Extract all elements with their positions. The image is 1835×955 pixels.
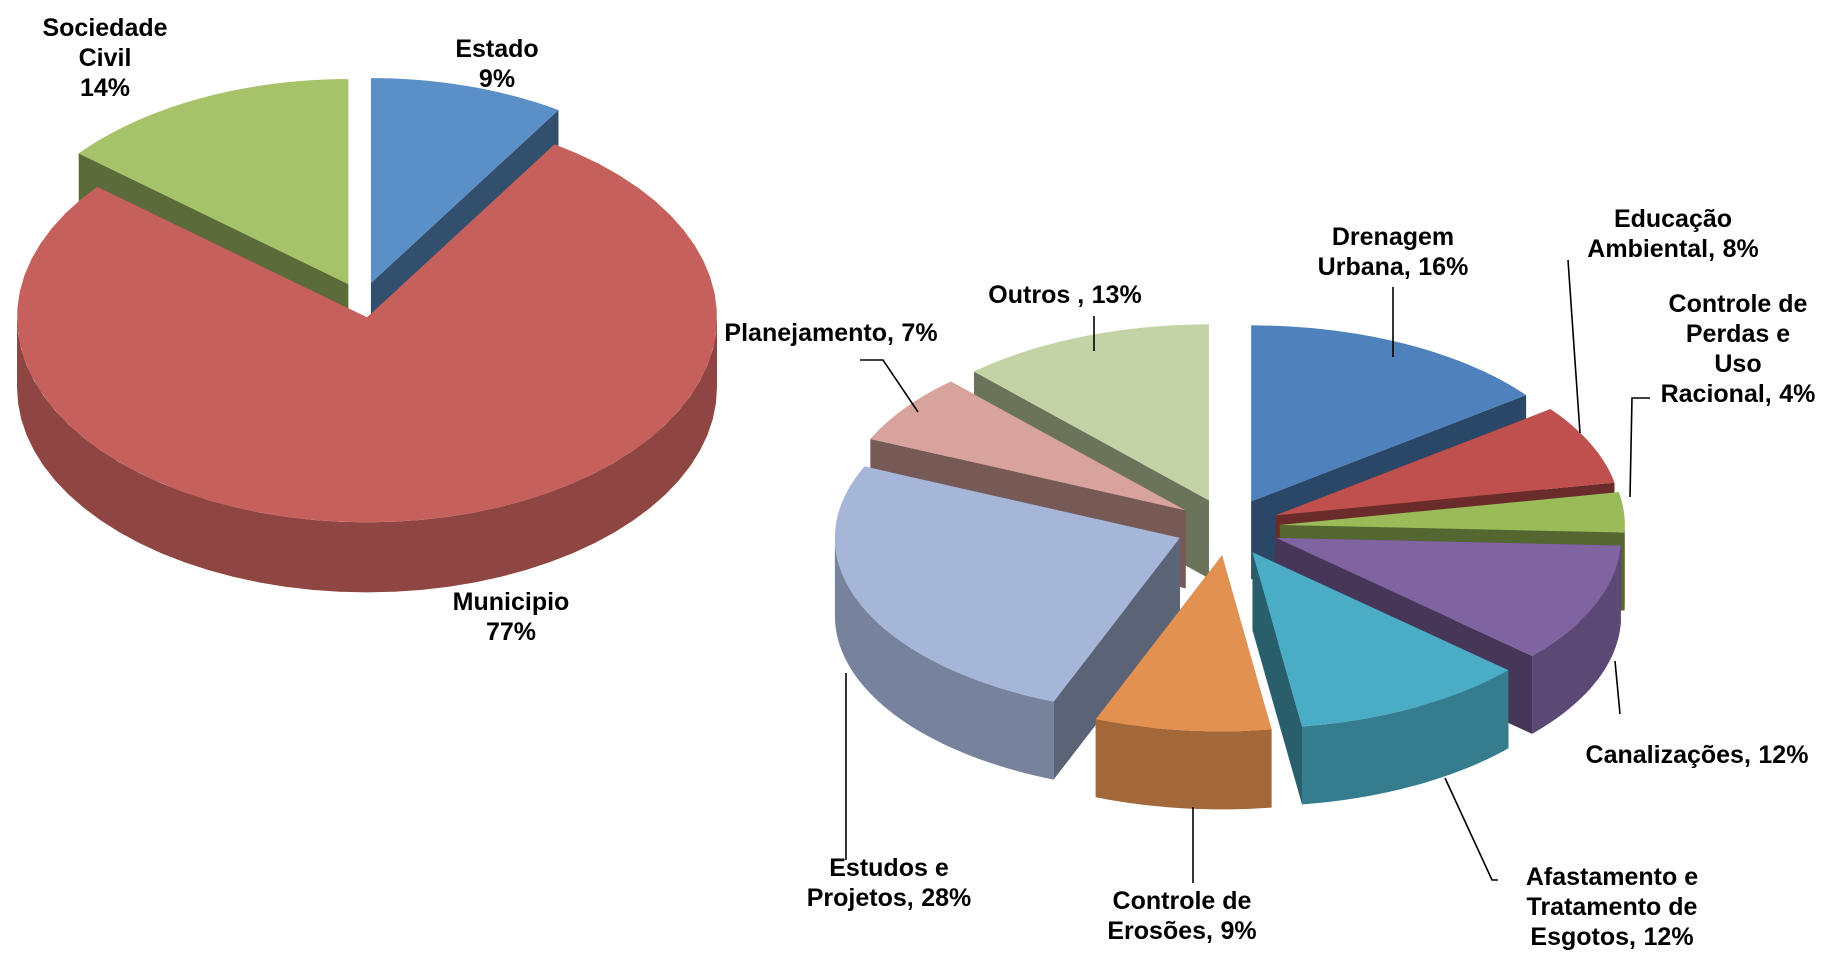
- slice-label: Estado 9%: [455, 34, 538, 94]
- category-label: Sociedade Civil: [42, 14, 168, 72]
- category-label: Controle de Erosões,: [1107, 887, 1252, 945]
- leader-line: [1567, 259, 1581, 434]
- slice-top: [870, 381, 1186, 511]
- category-label: Canalizações,: [1585, 741, 1751, 769]
- leader-line: [1629, 397, 1650, 498]
- category-label: Controle de Perdas e Uso Racional,: [1660, 290, 1808, 408]
- slice-top: [1279, 492, 1625, 533]
- slice-label: Educação Ambiental, 8%: [1587, 204, 1758, 264]
- slice-label: Controle de Erosões, 9%: [1107, 886, 1256, 946]
- slice-side: [1095, 719, 1272, 810]
- slice-top: [78, 79, 349, 285]
- value-label: 16%: [1418, 253, 1469, 281]
- slice-side: [17, 317, 718, 593]
- value-label: 14%: [79, 74, 131, 102]
- category-label: Outros ,: [988, 281, 1085, 309]
- slice: [1095, 555, 1272, 810]
- slice-wall: [1252, 552, 1303, 805]
- slice-label: Sociedade Civil 14%: [42, 13, 167, 103]
- category-label: Estado: [455, 35, 539, 63]
- slice-label: Estudos e Projetos, 28%: [807, 853, 972, 913]
- category-label: Drenagem Urbana,: [1317, 223, 1455, 281]
- leader-line: [1444, 777, 1498, 881]
- slice-side: [1302, 670, 1509, 805]
- leader-line: [1614, 660, 1621, 715]
- slice-top: [17, 144, 717, 523]
- value-label: 12%: [1758, 741, 1809, 769]
- value-label: 13%: [1091, 281, 1142, 309]
- slice-label: Outros , 13%: [988, 280, 1141, 310]
- slice-top: [834, 466, 1180, 702]
- slice-label: Drenagem Urbana, 16%: [1318, 222, 1469, 282]
- leader-line: [860, 359, 919, 413]
- slice-top: [1275, 409, 1615, 516]
- slice-side: [834, 537, 1054, 780]
- slice-label: Controle de Perdas e Uso Racional, 4%: [1661, 289, 1816, 409]
- category-label: Municipio: [452, 588, 570, 616]
- value-label: 28%: [921, 884, 972, 912]
- slice-top: [1276, 537, 1621, 656]
- slice-top: [1252, 552, 1509, 727]
- slice-side: [1532, 545, 1621, 734]
- value-label: 9%: [478, 65, 516, 93]
- slice-label: Canalizações, 12%: [1586, 740, 1809, 770]
- value-label: 7%: [901, 319, 938, 347]
- slice-top: [1251, 325, 1527, 502]
- slice: [1252, 552, 1509, 805]
- slice-top: [1095, 555, 1272, 732]
- category-label: Afastamento e Tratamento de Esgotos,: [1525, 863, 1699, 951]
- category-label: Educação Ambiental,: [1587, 205, 1733, 263]
- slice-top: [370, 78, 559, 284]
- category-label: Planejamento,: [724, 319, 894, 347]
- slice-label: Planejamento, 7%: [724, 318, 937, 348]
- value-label: 8%: [1722, 235, 1759, 263]
- value-label: 77%: [485, 618, 537, 646]
- value-label: 4%: [1779, 380, 1816, 408]
- slice-label: Afastamento e Tratamento de Esgotos, 12%: [1526, 862, 1698, 952]
- value-label: 12%: [1643, 923, 1694, 951]
- slice-top: [973, 324, 1209, 501]
- leader-lines: [845, 259, 1650, 883]
- slice: [834, 466, 1180, 780]
- slice-label: Municipio 77%: [453, 587, 570, 647]
- value-label: 9%: [1220, 917, 1257, 945]
- category-label: Estudos e Projetos,: [806, 854, 949, 912]
- slice: [17, 144, 718, 593]
